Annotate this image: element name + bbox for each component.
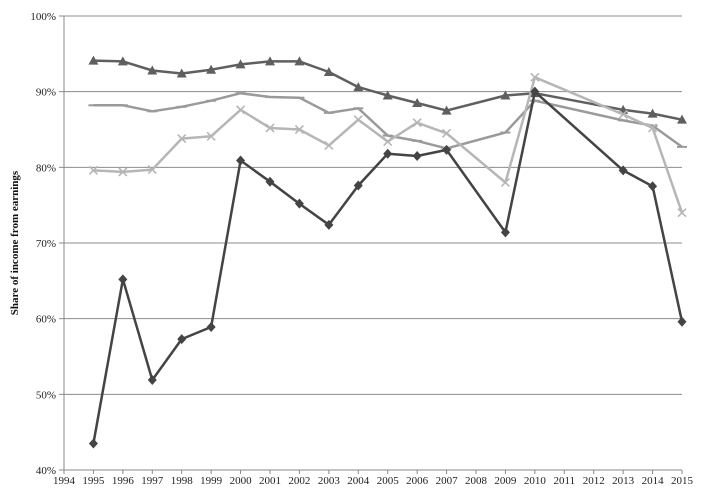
- series-x: [88, 72, 687, 218]
- gridlines: [64, 15, 682, 395]
- data-point-diamond-1996: [118, 274, 128, 285]
- data-point-x-1995: [88, 165, 98, 175]
- data-point-triangle-2002: [294, 56, 305, 66]
- y-tick-label: 40%: [36, 465, 56, 477]
- x-tick-labels: 1994 1995 1996 1997 1998 1999 2000 2001 2002 2003…: [53, 470, 694, 487]
- x-tick-label: 2006: [406, 475, 429, 487]
- data-point-diamond-2003: [324, 219, 334, 230]
- data-point-x-2014: [648, 123, 658, 133]
- data-point-x-2000: [236, 105, 246, 115]
- data-point-triangle-1997: [147, 65, 158, 75]
- data-point-x-2013: [618, 109, 628, 119]
- data-point-x-1998: [177, 134, 187, 144]
- data-point-triangle-2009: [500, 90, 511, 100]
- x-tick-label: 1994: [53, 475, 76, 487]
- x-tick-label: 2001: [259, 475, 281, 487]
- data-point-x-2009: [500, 177, 510, 188]
- y-tick-label: 50%: [36, 389, 56, 401]
- data-point-diamond-2009: [500, 227, 510, 238]
- y-axis-title: Share of income from earnings: [9, 170, 21, 315]
- x-tick-label: 2011: [553, 475, 575, 487]
- data-point-x-2003: [324, 140, 334, 150]
- series-line-triangle: [93, 59, 683, 121]
- x-tick-label: 1999: [200, 475, 223, 487]
- data-point-diamond-1997: [147, 374, 157, 385]
- data-point-x-2001: [265, 123, 275, 133]
- data-point-diamond-2004: [353, 180, 363, 191]
- x-tick-label: 1997: [141, 475, 164, 487]
- x-tick-label: 2012: [583, 475, 605, 487]
- x-tick-label: 1998: [171, 475, 194, 487]
- y-tick-label: 60%: [36, 314, 56, 326]
- data-point-x-1997: [147, 165, 157, 175]
- data-point-diamond-1999: [206, 321, 216, 332]
- series-triangle: [88, 55, 687, 124]
- data-point-diamond-2001: [265, 176, 275, 187]
- data-point-triangle-1999: [206, 64, 217, 74]
- data-point-triangle-2005: [382, 90, 393, 100]
- data-point-triangle-1998: [176, 68, 187, 78]
- x-tick-label: 2015: [671, 475, 694, 487]
- data-point-triangle-2001: [265, 56, 275, 66]
- data-point-x-1999: [206, 131, 216, 141]
- data-point-x-2004: [353, 115, 363, 125]
- x-tick-label: 2008: [465, 475, 488, 487]
- data-point-x-1996: [118, 167, 128, 177]
- data-point-triangle-2004: [353, 82, 364, 92]
- y-tick-label: 70%: [36, 238, 56, 250]
- y-tick-labels: 40% 50% 60% 70% 80% 90% 100%: [30, 11, 64, 477]
- data-point-diamond-1998: [177, 334, 187, 345]
- data-point-triangle-1995: [88, 55, 99, 65]
- data-point-triangle-2006: [412, 98, 423, 108]
- data-point-triangle-2015: [677, 114, 687, 124]
- x-tick-label: 2014: [642, 475, 665, 487]
- data-point-triangle-2000: [235, 59, 246, 69]
- data-point-diamond-2014: [648, 181, 658, 192]
- x-tick-label: 2013: [612, 475, 635, 487]
- data-point-diamond-2013: [618, 165, 628, 176]
- series-line-diamond: [92, 90, 684, 444]
- data-point-diamond-2000: [236, 155, 246, 166]
- data-point-diamond-2015: [677, 316, 687, 327]
- x-tick-label: 2002: [288, 475, 310, 487]
- data-point-diamond-2006: [412, 150, 422, 161]
- series-lines: [88, 55, 687, 449]
- data-point-triangle-2014: [647, 108, 658, 118]
- x-tick-label: 2007: [436, 475, 459, 487]
- x-tick-label: 2009: [494, 475, 517, 487]
- x-tick-label: 2005: [377, 475, 400, 487]
- data-point-x-2007: [442, 128, 452, 138]
- x-tick-label: 1995: [82, 475, 105, 487]
- data-point-x-2005: [383, 137, 393, 147]
- x-tick-label: 2003: [318, 475, 341, 487]
- data-point-triangle-1996: [117, 56, 128, 66]
- x-tick-label: 2010: [524, 475, 547, 487]
- data-point-x-2002: [294, 124, 304, 135]
- data-point-x-2006: [412, 118, 422, 128]
- data-point-x-2015: [677, 208, 687, 218]
- data-point-diamond-2002: [294, 198, 304, 209]
- series-line-x: [93, 76, 684, 214]
- x-tick-label: 2000: [230, 475, 253, 487]
- data-point-triangle-2003: [323, 66, 334, 76]
- x-tick-label: 2004: [347, 475, 370, 487]
- y-tick-label: 100%: [30, 11, 56, 23]
- series-diamond: [88, 86, 687, 449]
- data-point-triangle-2007: [441, 105, 452, 115]
- data-point-diamond-2010: [530, 86, 540, 97]
- data-point-diamond-1995: [88, 438, 98, 449]
- data-point-x-2010: [530, 72, 540, 82]
- y-tick-label: 90%: [36, 87, 56, 99]
- data-point-diamond-2005: [383, 148, 393, 159]
- data-point-diamond-2007: [442, 144, 452, 155]
- y-tick-label: 80%: [36, 162, 56, 174]
- x-tick-label: 1996: [112, 475, 135, 487]
